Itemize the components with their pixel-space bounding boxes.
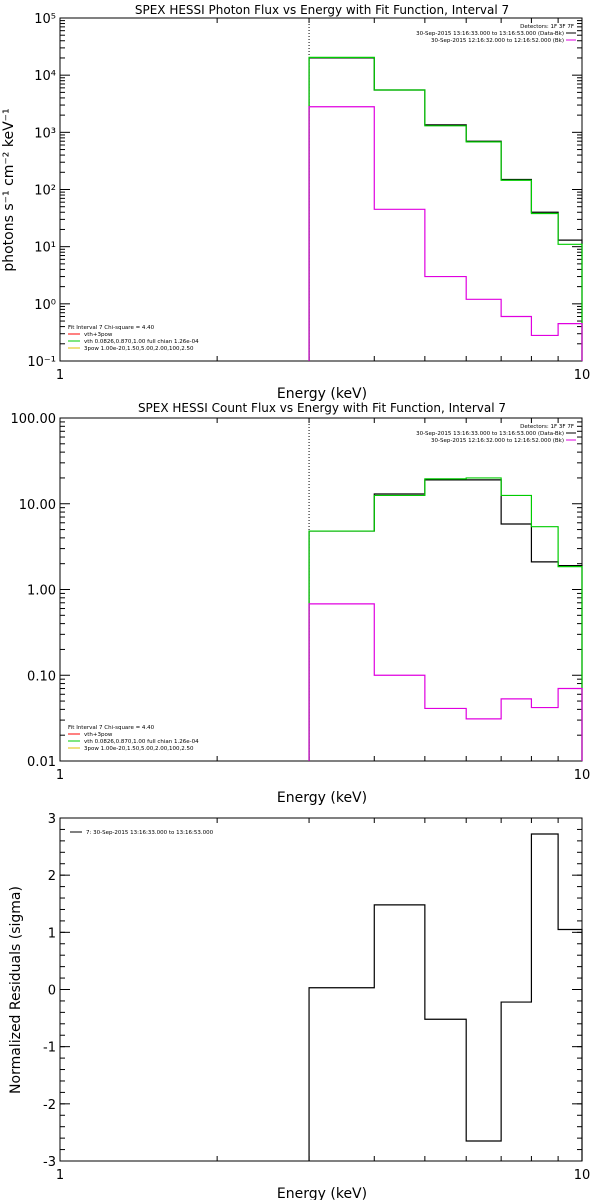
photon-flux-y-tick-label: 10³ [34, 126, 56, 141]
count-flux-detectors-label: Detectors: 1F 3F 7F [520, 424, 574, 430]
photon-flux-plot-frame [59, 17, 583, 362]
photon-flux-fit-legend-entry: vth+3pow [84, 332, 113, 338]
photon-flux-y-tick-label: 10⁰ [34, 298, 56, 313]
residuals-residuals-step-line [308, 833, 583, 1161]
photon-flux-fit-legend-entry: 3pow 1.00e-20,1.50,5.00,2.00,100,2.50 [84, 346, 194, 352]
count-flux-fit-step-line [308, 477, 583, 761]
count-flux-fit-legend-entry: vth 0.0826,0.870,1.00 full chian 1.26e-0… [84, 739, 199, 745]
photon-flux-y-axis-label: photons s⁻¹ cm⁻² keV⁻¹ [1, 108, 17, 271]
photon-flux-y-tick-label: 10¹ [34, 241, 56, 256]
count-flux-title: SPEX HESSI Count Flux vs Energy with Fit… [138, 401, 506, 415]
residuals-y-tick-label: -1 [43, 1041, 56, 1056]
count-flux-x-tick-label: 1 [56, 768, 64, 783]
count-flux-fit-header: Fit Interval 7 Chi-square = 4.40 [68, 725, 155, 731]
residuals-y-tick-label: -2 [43, 1098, 56, 1113]
residuals-y-tick-label: 2 [48, 869, 56, 884]
residuals-y-tick-label: -3 [43, 1155, 56, 1170]
residuals-y-tick-label: 3 [48, 812, 56, 827]
photon-flux-y-tick-label: 10⁵ [34, 12, 56, 27]
photon-flux-panel: SPEX HESSI Photon Flux vs Energy with Fi… [1, 3, 590, 402]
photon-flux-title: SPEX HESSI Photon Flux vs Energy with Fi… [135, 3, 509, 17]
count-flux-y-tick-label: 0.01 [27, 755, 56, 770]
photon-flux-fit-header: Fit Interval 7 Chi-square = 4.40 [68, 325, 155, 331]
photon-flux-fit-legend-entry: vth 0.0826,0.870,1.00 full chian 1.26e-0… [84, 339, 199, 345]
photon-flux-x-axis-label: Energy (keV) [277, 386, 367, 402]
residuals-x-tick-label: 10 [574, 1168, 591, 1183]
photon-flux-x-tick-label: 1 [56, 368, 64, 383]
count-flux-fit-legend-entry: 3pow 1.00e-20,1.50,5.00,2.00,100,2.50 [84, 746, 194, 752]
count-flux-legend-entry: 30-Sep-2015 13:16:33.000 to 13:16:53.000… [416, 431, 564, 437]
residuals-y-axis-label: Normalized Residuals (sigma) [8, 886, 24, 1094]
residuals-panel: -3 -2 -1 0 1 2 3 1 10 7: 30-Sep-2015 13:16:33.00… [8, 812, 590, 1200]
count-flux-panel: SPEX HESSI Count Flux vs Energy with Fit… [11, 401, 591, 806]
residuals-y-tick-label: 1 [48, 926, 56, 941]
residuals-plot-frame [59, 817, 583, 1162]
residuals-x-axis-label: Energy (keV) [277, 1186, 367, 1200]
residuals-y-tick-label: 0 [48, 984, 56, 999]
photon-flux-legend-entry: 30-Sep-2015 12:16:32.000 to 12:16:52.000… [431, 38, 564, 44]
count-flux-y-tick-label: 100.00 [11, 412, 57, 427]
count-flux-x-tick-label: 10 [574, 768, 591, 783]
photon-flux-detectors-label: Detectors: 1F 3F 7F [520, 24, 574, 30]
photon-flux-y-tick-label: 10⁴ [34, 69, 56, 84]
count-flux-y-tick-label: 10.00 [19, 498, 56, 513]
photon-flux-y-tick-label: 10⁻¹ [27, 355, 56, 370]
count-flux-y-tick-label: 1.00 [27, 584, 56, 599]
residuals-x-tick-label: 1 [56, 1168, 64, 1183]
photon-flux-y-tick-label: 10² [34, 184, 56, 199]
photon-flux-fit-step-line [308, 56, 583, 361]
count-flux-x-axis-label: Energy (keV) [277, 790, 367, 806]
count-flux-data-step-line [308, 479, 583, 761]
photon-flux-data-step-line [308, 57, 583, 361]
photon-flux-x-tick-label: 10 [574, 368, 591, 383]
count-flux-legend-entry: 30-Sep-2015 12:16:32.000 to 12:16:52.000… [431, 438, 564, 444]
photon-flux-background-step-line [308, 106, 583, 361]
count-flux-background-step-line [308, 603, 583, 761]
count-flux-fit-legend-entry: vth+3pow [84, 732, 113, 738]
photon-flux-legend-entry: 30-Sep-2015 13:16:33.000 to 13:16:53.000… [416, 31, 564, 37]
residuals-legend-entry: 7: 30-Sep-2015 13:16:33.000 to 13:16:53.… [86, 830, 214, 836]
count-flux-y-tick-label: 0.10 [27, 669, 56, 684]
count-flux-plot-frame [59, 417, 583, 762]
